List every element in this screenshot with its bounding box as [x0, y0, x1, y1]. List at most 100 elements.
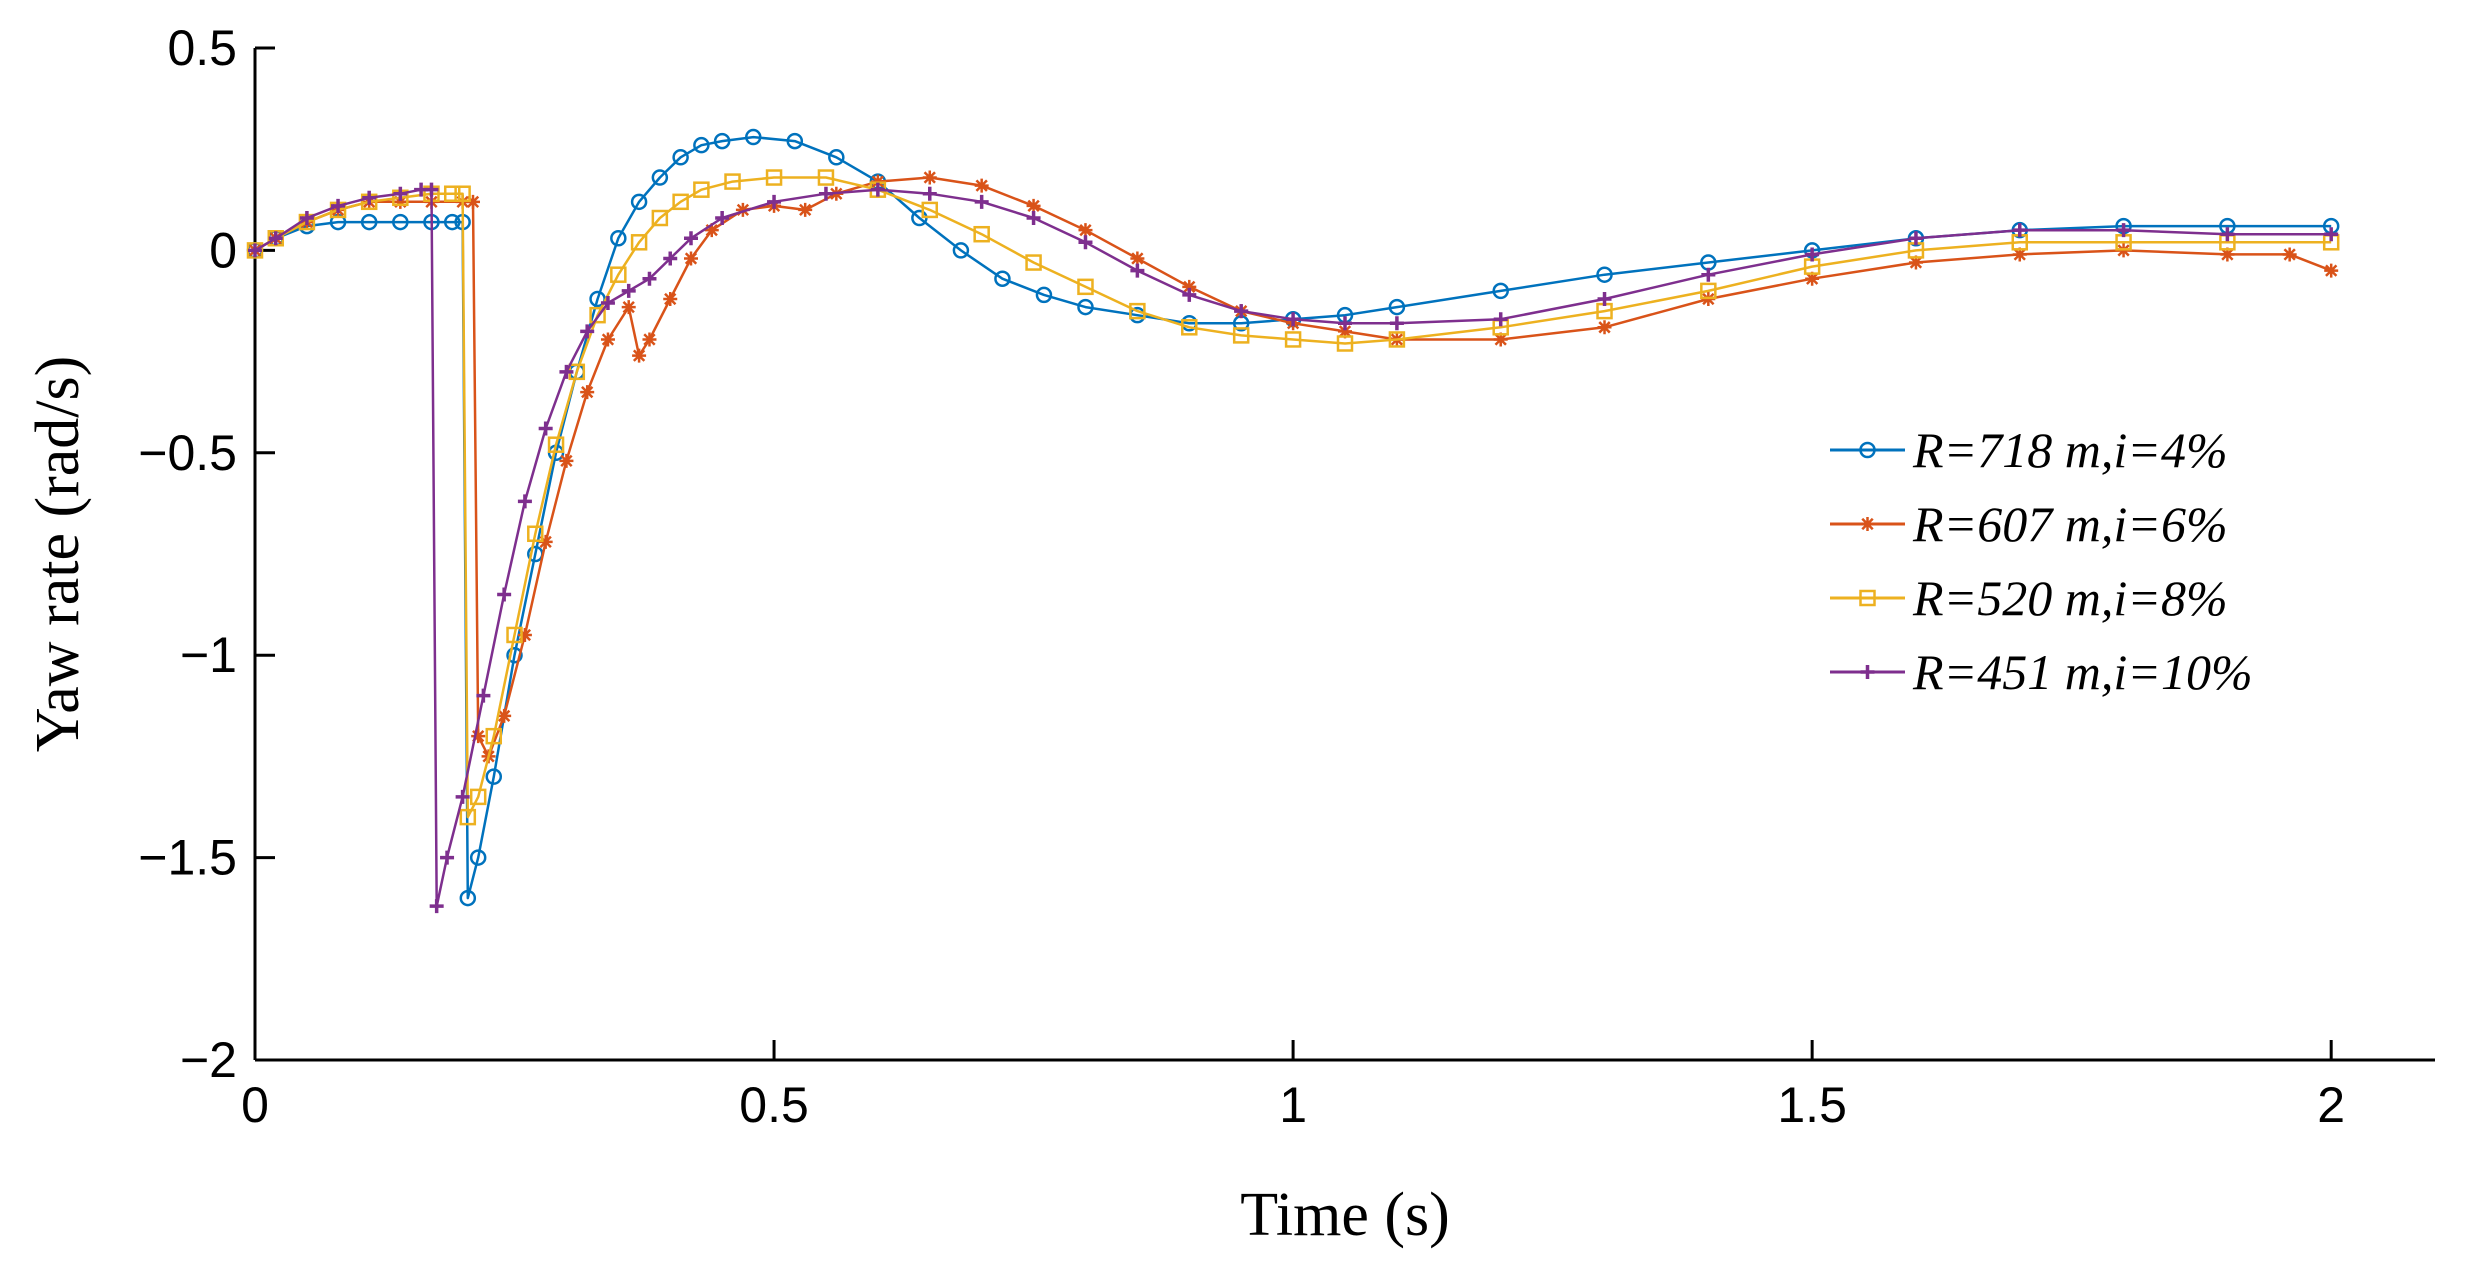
data-point	[994, 270, 1011, 287]
data-point	[1493, 332, 1508, 347]
data-point	[1596, 266, 1613, 283]
data-point	[921, 201, 939, 219]
legend-entry-4: R=451 m,i=10%	[1830, 644, 2253, 700]
data-point	[469, 788, 487, 806]
data-point	[1492, 282, 1509, 300]
data-point	[621, 283, 636, 298]
data-point	[2012, 223, 2027, 238]
data-point	[1234, 304, 1249, 319]
data-point	[440, 850, 455, 865]
data-point	[1388, 331, 1406, 348]
data-point	[331, 198, 346, 213]
data-point	[651, 209, 669, 227]
data-point	[828, 149, 845, 166]
data-point	[1078, 235, 1093, 250]
data-point	[745, 128, 762, 146]
data-point	[443, 213, 461, 231]
data-point	[1182, 287, 1197, 302]
data-point	[1130, 263, 1145, 278]
data-point	[724, 173, 741, 190]
legend-marker	[1859, 589, 1876, 607]
legend-entry-2: R=607 m,i=6%	[1830, 496, 2228, 552]
data-point	[663, 291, 678, 306]
data-point	[1284, 331, 1302, 348]
data-point	[392, 213, 409, 231]
data-point	[630, 234, 648, 251]
data-point	[589, 306, 606, 324]
data-point	[600, 296, 615, 311]
data-point	[1077, 278, 1094, 296]
data-point	[2220, 227, 2235, 242]
data-point	[1026, 198, 1041, 213]
data-point	[1182, 279, 1197, 294]
data-point	[2282, 247, 2297, 262]
data-point	[642, 332, 657, 347]
data-point	[1805, 247, 1820, 262]
data-point	[952, 242, 970, 259]
data-point	[663, 251, 678, 266]
data-point	[632, 348, 647, 363]
data-point	[610, 230, 627, 247]
x-ticks: 0 0.5 1 1.5 2	[241, 1040, 2345, 1133]
data-point	[393, 186, 408, 201]
data-point	[1597, 320, 1612, 335]
data-point	[1130, 251, 1145, 266]
data-point	[672, 149, 689, 166]
data-point	[443, 185, 461, 202]
data-point	[2116, 223, 2131, 238]
data-point	[651, 169, 669, 186]
data-point	[713, 132, 731, 150]
y-tick-label: −2	[180, 1032, 237, 1088]
series-1	[246, 128, 2340, 907]
data-point	[1597, 291, 1612, 306]
y-tick-label: −0.5	[138, 425, 237, 481]
data-point	[1286, 312, 1301, 327]
data-point	[268, 231, 283, 246]
data-point	[1908, 231, 1923, 246]
data-point	[485, 727, 503, 745]
legend-entry-1: R=718 m,i=4%	[1830, 422, 2228, 478]
data-point	[485, 768, 503, 785]
y-tick-label: 0	[209, 222, 237, 278]
data-point	[469, 849, 487, 866]
x-tick-label: 2	[2317, 1077, 2345, 1133]
data-point	[684, 231, 698, 246]
data-point	[459, 808, 477, 826]
data-point	[466, 194, 480, 209]
data-point	[559, 364, 574, 379]
data-point	[517, 627, 532, 642]
x-tick-label: 0.5	[739, 1077, 809, 1133]
x-tick-label: 1.5	[1777, 1077, 1847, 1133]
data-point	[580, 385, 595, 400]
data-point	[818, 186, 833, 201]
data-point	[870, 182, 885, 197]
data-point	[559, 453, 574, 468]
data-point	[817, 169, 835, 186]
data-point	[1389, 316, 1404, 331]
data-point	[476, 688, 491, 703]
data-point	[497, 587, 512, 602]
data-point	[630, 193, 648, 211]
data-point	[704, 223, 719, 238]
data-point	[1700, 282, 1717, 300]
data-point	[424, 182, 439, 197]
axes	[253, 48, 2435, 1062]
x-tick-label: 0	[241, 1077, 269, 1133]
data-point	[600, 332, 615, 347]
legend-marker	[1860, 517, 1875, 531]
data-point	[506, 626, 523, 644]
data-point	[454, 185, 471, 202]
series-layer	[246, 128, 2340, 914]
legend-label: R=718 m,i=4%	[1912, 422, 2228, 478]
x-tick-label: 1	[1279, 1077, 1307, 1133]
data-point	[610, 266, 627, 283]
y-tick-label: −1	[180, 627, 237, 683]
data-point	[642, 271, 657, 286]
data-point	[1908, 255, 1923, 270]
data-point	[580, 324, 595, 339]
data-point	[974, 178, 989, 193]
data-point	[360, 213, 378, 231]
y-tick-label: −1.5	[138, 830, 237, 886]
data-point	[538, 534, 553, 549]
